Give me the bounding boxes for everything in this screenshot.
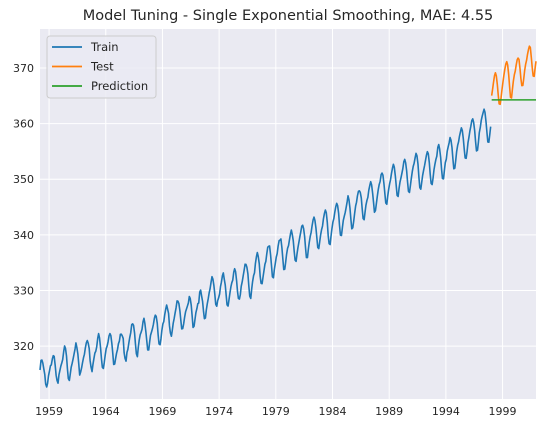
y-tick-label: 340 (13, 229, 34, 242)
y-tick-label: 330 (13, 285, 34, 298)
y-tick-label: 320 (13, 340, 34, 353)
legend-label-prediction: Prediction (91, 79, 148, 93)
series-line-train (39, 108, 492, 388)
y-tick-label: 350 (13, 173, 34, 186)
legend: Train Test Prediction (46, 35, 157, 99)
chart-title: Model Tuning - Single Exponential Smooth… (83, 8, 494, 24)
legend-label-train: Train (90, 40, 119, 54)
x-tick-label: 1959 (35, 405, 63, 418)
series-line-test (490, 45, 537, 106)
x-tick-label: 1989 (375, 405, 403, 418)
x-tick-label: 1984 (318, 405, 346, 418)
y-tick-label: 360 (13, 118, 34, 131)
x-axis-ticks: 1959 1964 1969 1974 1979 1984 1989 1994 1999 (35, 405, 516, 418)
series-lines (39, 45, 537, 388)
y-axis-ticks: 320 330 340 350 360 370 (13, 62, 34, 353)
x-tick-label: 1969 (148, 405, 176, 418)
x-tick-label: 1979 (262, 405, 290, 418)
y-tick-label: 370 (13, 62, 34, 75)
legend-box (46, 35, 157, 99)
x-tick-label: 1994 (432, 405, 460, 418)
x-tick-label: 1974 (205, 405, 233, 418)
legend-label-test: Test (90, 60, 114, 74)
x-tick-label: 1964 (92, 405, 120, 418)
x-tick-label: 1999 (489, 405, 517, 418)
